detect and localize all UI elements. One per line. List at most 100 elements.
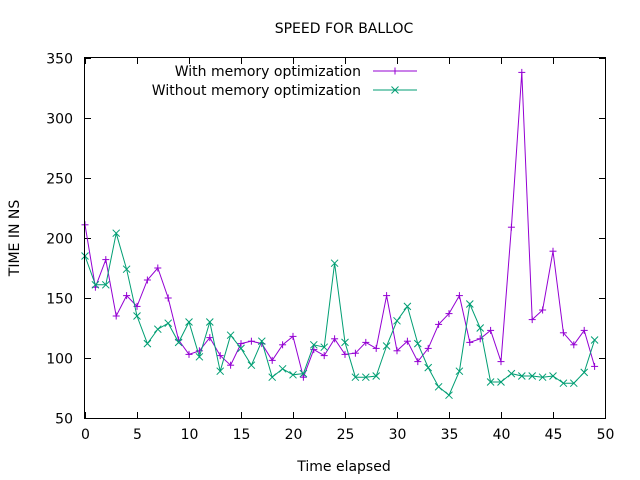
- data-point: [226, 331, 235, 340]
- data-point: [320, 343, 329, 352]
- data-point: [341, 350, 349, 358]
- data-point: [383, 292, 391, 300]
- data-point: [91, 280, 100, 289]
- data-point: [237, 340, 245, 348]
- data-point: [154, 264, 162, 272]
- series-with-optimization: [81, 68, 599, 381]
- series-without-optimization: [81, 229, 599, 400]
- data-point: [331, 335, 339, 343]
- data-point: [507, 223, 515, 231]
- data-point: [372, 372, 381, 380]
- data-point: [164, 319, 173, 328]
- data-point: [101, 280, 110, 289]
- y-tick-label: 100: [46, 352, 73, 368]
- data-point: [413, 339, 422, 348]
- y-tick-label: 250: [46, 172, 73, 188]
- data-point: [424, 344, 432, 352]
- data-point: [174, 338, 183, 347]
- data-point: [528, 372, 537, 380]
- data-point: [247, 361, 256, 370]
- data-point: [486, 378, 495, 386]
- data-point: [435, 320, 443, 328]
- data-point: [434, 382, 443, 391]
- data-point: [403, 302, 412, 311]
- data-point: [590, 336, 599, 344]
- data-point: [227, 361, 235, 369]
- data-point: [393, 347, 401, 355]
- legend-label-without-optimization: Without memory optimization: [152, 83, 361, 99]
- x-tick-label: 45: [545, 427, 563, 443]
- data-point: [330, 259, 339, 268]
- legend-marker: [391, 86, 399, 94]
- data-point: [403, 337, 411, 345]
- data-point: [205, 318, 214, 326]
- data-point: [559, 329, 567, 337]
- data-point: [143, 339, 152, 348]
- data-point: [216, 367, 225, 376]
- data-point: [466, 338, 474, 346]
- data-point: [268, 373, 277, 382]
- data-point: [455, 367, 464, 376]
- data-point: [445, 391, 453, 400]
- data-point: [289, 332, 297, 340]
- y-tick-label: 200: [46, 232, 73, 248]
- data-point: [549, 247, 557, 255]
- data-point: [497, 378, 505, 386]
- axis-ticks: 0 5 10 15 20 25 30 35 40 45 50 50 100 150 200 250 300 350: [46, 52, 614, 444]
- data-point: [455, 292, 463, 300]
- data-point: [445, 310, 453, 318]
- data-point: [517, 372, 526, 380]
- data-point: [278, 364, 287, 373]
- data-point: [268, 356, 276, 364]
- data-point: [497, 358, 505, 366]
- data-point: [580, 368, 589, 377]
- chart-title: SPEED FOR BALLOC: [275, 21, 414, 37]
- data-point: [539, 306, 547, 314]
- data-point: [507, 369, 516, 378]
- series-line: [84, 72, 596, 379]
- data-point: [538, 373, 547, 382]
- x-tick-label: 30: [389, 427, 407, 443]
- x-tick-label: 10: [181, 427, 199, 443]
- data-point: [112, 229, 121, 238]
- data-point: [112, 312, 120, 320]
- data-point: [580, 326, 588, 334]
- x-tick-label: 20: [285, 427, 303, 443]
- legend-label-with-optimization: With memory optimization: [175, 64, 361, 80]
- data-point: [247, 337, 255, 345]
- data-point: [569, 379, 578, 388]
- x-tick-label: 50: [597, 427, 615, 443]
- data-point: [487, 326, 495, 334]
- data-point: [549, 372, 557, 380]
- data-point: [424, 363, 433, 372]
- y-tick-label: 300: [46, 112, 73, 128]
- data-point: [351, 373, 360, 382]
- data-point: [528, 316, 536, 324]
- data-point: [289, 370, 297, 379]
- legend-marker: [391, 67, 399, 75]
- x-tick-label: 35: [441, 427, 459, 443]
- data-point: [279, 341, 287, 349]
- data-point: [133, 312, 141, 320]
- data-point: [195, 352, 204, 361]
- x-axis-label: Time elapsed: [296, 459, 390, 475]
- data-point: [299, 369, 308, 378]
- data-point: [465, 300, 474, 308]
- data-point: [309, 340, 318, 349]
- data-point: [518, 68, 526, 76]
- data-point: [414, 358, 422, 366]
- data-point: [372, 344, 380, 352]
- data-point: [195, 347, 203, 355]
- y-axis-label: TIME IN NS: [7, 200, 23, 278]
- x-tick-label: 0: [81, 427, 90, 443]
- x-tick-label: 40: [493, 427, 511, 443]
- data-point: [310, 346, 318, 354]
- data-point: [257, 337, 266, 346]
- y-tick-label: 50: [55, 412, 73, 428]
- data-point: [320, 352, 328, 360]
- data-point: [185, 350, 193, 358]
- data-series: [81, 68, 599, 400]
- data-point: [362, 338, 370, 346]
